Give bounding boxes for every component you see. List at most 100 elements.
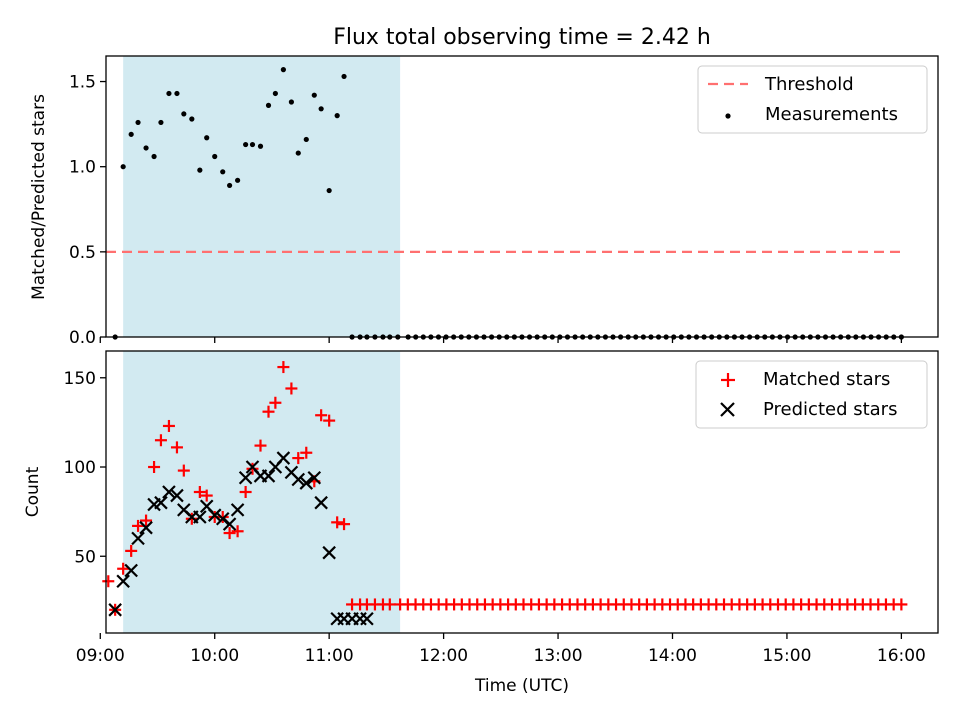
measurement-point [120,164,126,170]
matched-star-point [200,489,213,502]
predicted-star-point [108,603,122,617]
measurement-point [226,182,233,189]
top-y-ticks: 0.0 0.5 1.0 1.5 [69,73,106,348]
predicted-star-point [207,508,222,522]
predicted-star-point [222,517,237,531]
matched-star-point [125,544,138,557]
measurement-point [303,136,309,143]
y-tick-label: 50 [74,547,96,567]
matched-star-point [216,510,229,523]
predicted-star-point [139,520,153,535]
y-tick-label: 100 [64,458,96,478]
bottom-legend: Matched stars Predicted stars [695,360,928,429]
predicted-star-point [170,488,184,503]
matched-star-point [895,598,908,611]
bottom-axes-frame [105,350,939,634]
measurement-point [143,145,149,151]
matched-star-point [177,464,190,477]
x-tick-label: 12:00 [419,646,468,666]
measurement-point [235,177,241,183]
top-observing-window [123,56,401,337]
measurement-point [341,73,347,80]
y-tick-label: 1.5 [69,73,96,93]
measurement-point [151,153,157,160]
predicted-star-point [360,611,374,626]
predicted-star-point [124,563,138,578]
predicted-star-point [261,469,276,483]
x-tick-label: 09:00 [76,646,125,666]
measurement-point [334,113,340,119]
measurement-point [257,143,264,149]
matched-star-point [383,598,396,611]
predicted-star-point [307,470,322,485]
predicted-star-point [230,503,245,517]
top-legend: Threshold Measurements [697,65,928,134]
matched-star-point [154,434,167,447]
measurement-point [243,141,249,148]
measurement-point [158,119,164,126]
measurement-point [318,106,324,112]
measurement-point [197,167,203,173]
predicted-star-point [154,495,168,510]
matched-star-point [338,518,351,531]
measurement-point [174,90,180,97]
measurement-point [280,67,286,73]
bottom-observing-window [123,351,401,633]
matched-star-point [170,441,183,454]
predicted-star-point [322,545,336,560]
measurement-point [212,153,218,160]
predicted-star-point [314,495,328,510]
measurement-point [249,141,256,148]
measurement-point [189,116,195,122]
measurement-point [128,131,134,137]
matched-star-point [102,575,115,588]
matched-star-point [132,519,145,532]
matched-star-point [300,446,313,459]
predicted-star-point [299,476,314,490]
measurement-point [311,92,317,98]
x-tick-label: 11:00 [305,646,354,666]
matched-star-point [140,514,153,527]
legend-predicted-swatch [720,402,735,417]
legend-measurements-swatch [725,113,731,119]
measurement-point [220,169,226,175]
predicted-star-point [291,472,306,487]
measurement-point [166,90,172,97]
bottom-y-ticks: 50 100 150 [64,369,106,567]
legend-predicted-label: Predicted stars [763,399,897,420]
predicted-star-point [193,510,207,524]
measurement-point [326,187,332,194]
top-y-axis-label: Matched/Predicted stars [29,94,49,300]
bottom-panel: 50 100 150 09:00 10:00 11:00 12:00 13:00 14:00 1… [23,350,939,696]
matched-star-point [262,405,275,418]
x-tick-label: 13:00 [534,646,583,666]
x-tick-label: 16:00 [877,646,926,666]
legend-matched-label: Matched stars [763,369,890,390]
bottom-x-ticks: 09:00 10:00 11:00 12:00 13:00 14:00 15:00 16:00 [76,633,926,666]
y-tick-label: 150 [64,369,96,389]
measurement-point [295,150,301,156]
matched-star-point [246,462,259,475]
matched-star-point [292,452,305,465]
x-axis-label: Time (UTC) [474,676,569,696]
matched-star-point [239,486,252,498]
y-tick-label: 1.0 [69,158,96,178]
chart-title: Flux total observing time = 2.42 h [333,25,711,50]
matched-star-point [185,512,198,525]
matched-star-point [315,409,328,422]
predicted-star-point [131,531,145,546]
matched-star-point [117,562,130,575]
top-panel: 0.0 0.5 1.0 1.5 Matched/Predicted stars Thr… [29,55,939,348]
y-tick-label: 0.5 [69,243,96,263]
top-axes-frame [105,55,939,338]
y-tick-label: 0.0 [69,328,96,348]
matched-star-point [254,439,267,452]
predicted-star-point [116,574,130,589]
matched-star-point [285,382,298,395]
legend-measurements-label: Measurements [765,104,898,125]
matched-star-point [323,414,336,427]
legend-matched-swatch [721,373,735,387]
measurement-point [204,135,210,141]
measurement-point [272,90,278,97]
predicted-star-point [238,470,253,485]
